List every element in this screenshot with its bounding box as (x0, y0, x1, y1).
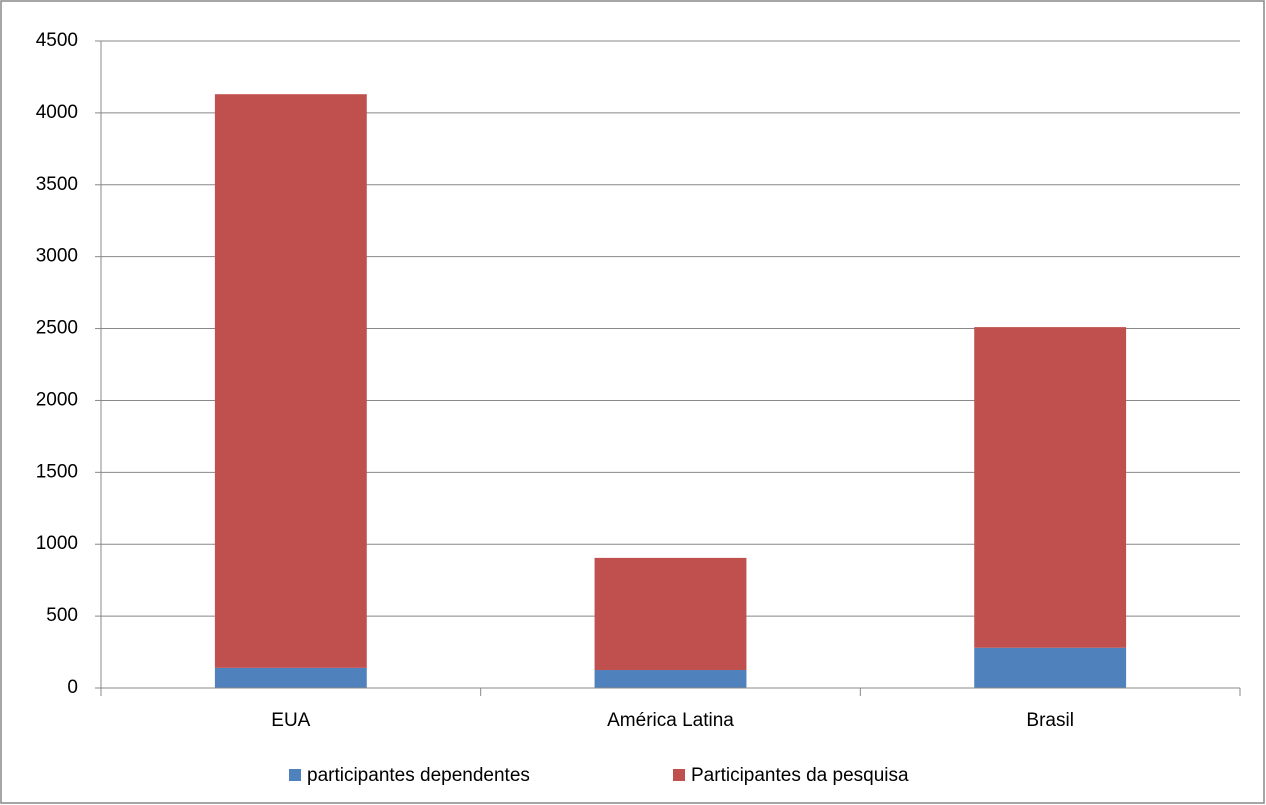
y-tick-label: 4500 (36, 30, 78, 51)
y-tick-label: 1500 (36, 461, 78, 482)
y-tick-label: 0 (67, 677, 78, 698)
x-tick-label: América Latina (607, 710, 734, 731)
bar-segment (974, 647, 1127, 688)
y-tick-label: 1000 (36, 533, 78, 554)
y-tick-label: 3000 (36, 246, 78, 267)
bar-segment (214, 667, 367, 688)
bar-segment (214, 94, 367, 668)
legend-label: Participantes da pesquisa (691, 765, 909, 786)
x-tick-label: EUA (271, 710, 310, 731)
legend-swatch (673, 769, 685, 781)
bar-segment (594, 670, 747, 688)
x-tick-label: Brasil (1026, 710, 1074, 731)
y-tick-label: 2000 (36, 389, 78, 410)
bar-segment (974, 327, 1127, 648)
legend-label: participantes dependentes (307, 765, 530, 786)
y-tick-label: 500 (46, 605, 78, 626)
legend-swatch (289, 769, 301, 781)
y-tick-label: 4000 (36, 102, 78, 123)
y-tick-label: 2500 (36, 318, 78, 339)
bar-segment (594, 557, 747, 671)
y-tick-label: 3500 (36, 174, 78, 195)
